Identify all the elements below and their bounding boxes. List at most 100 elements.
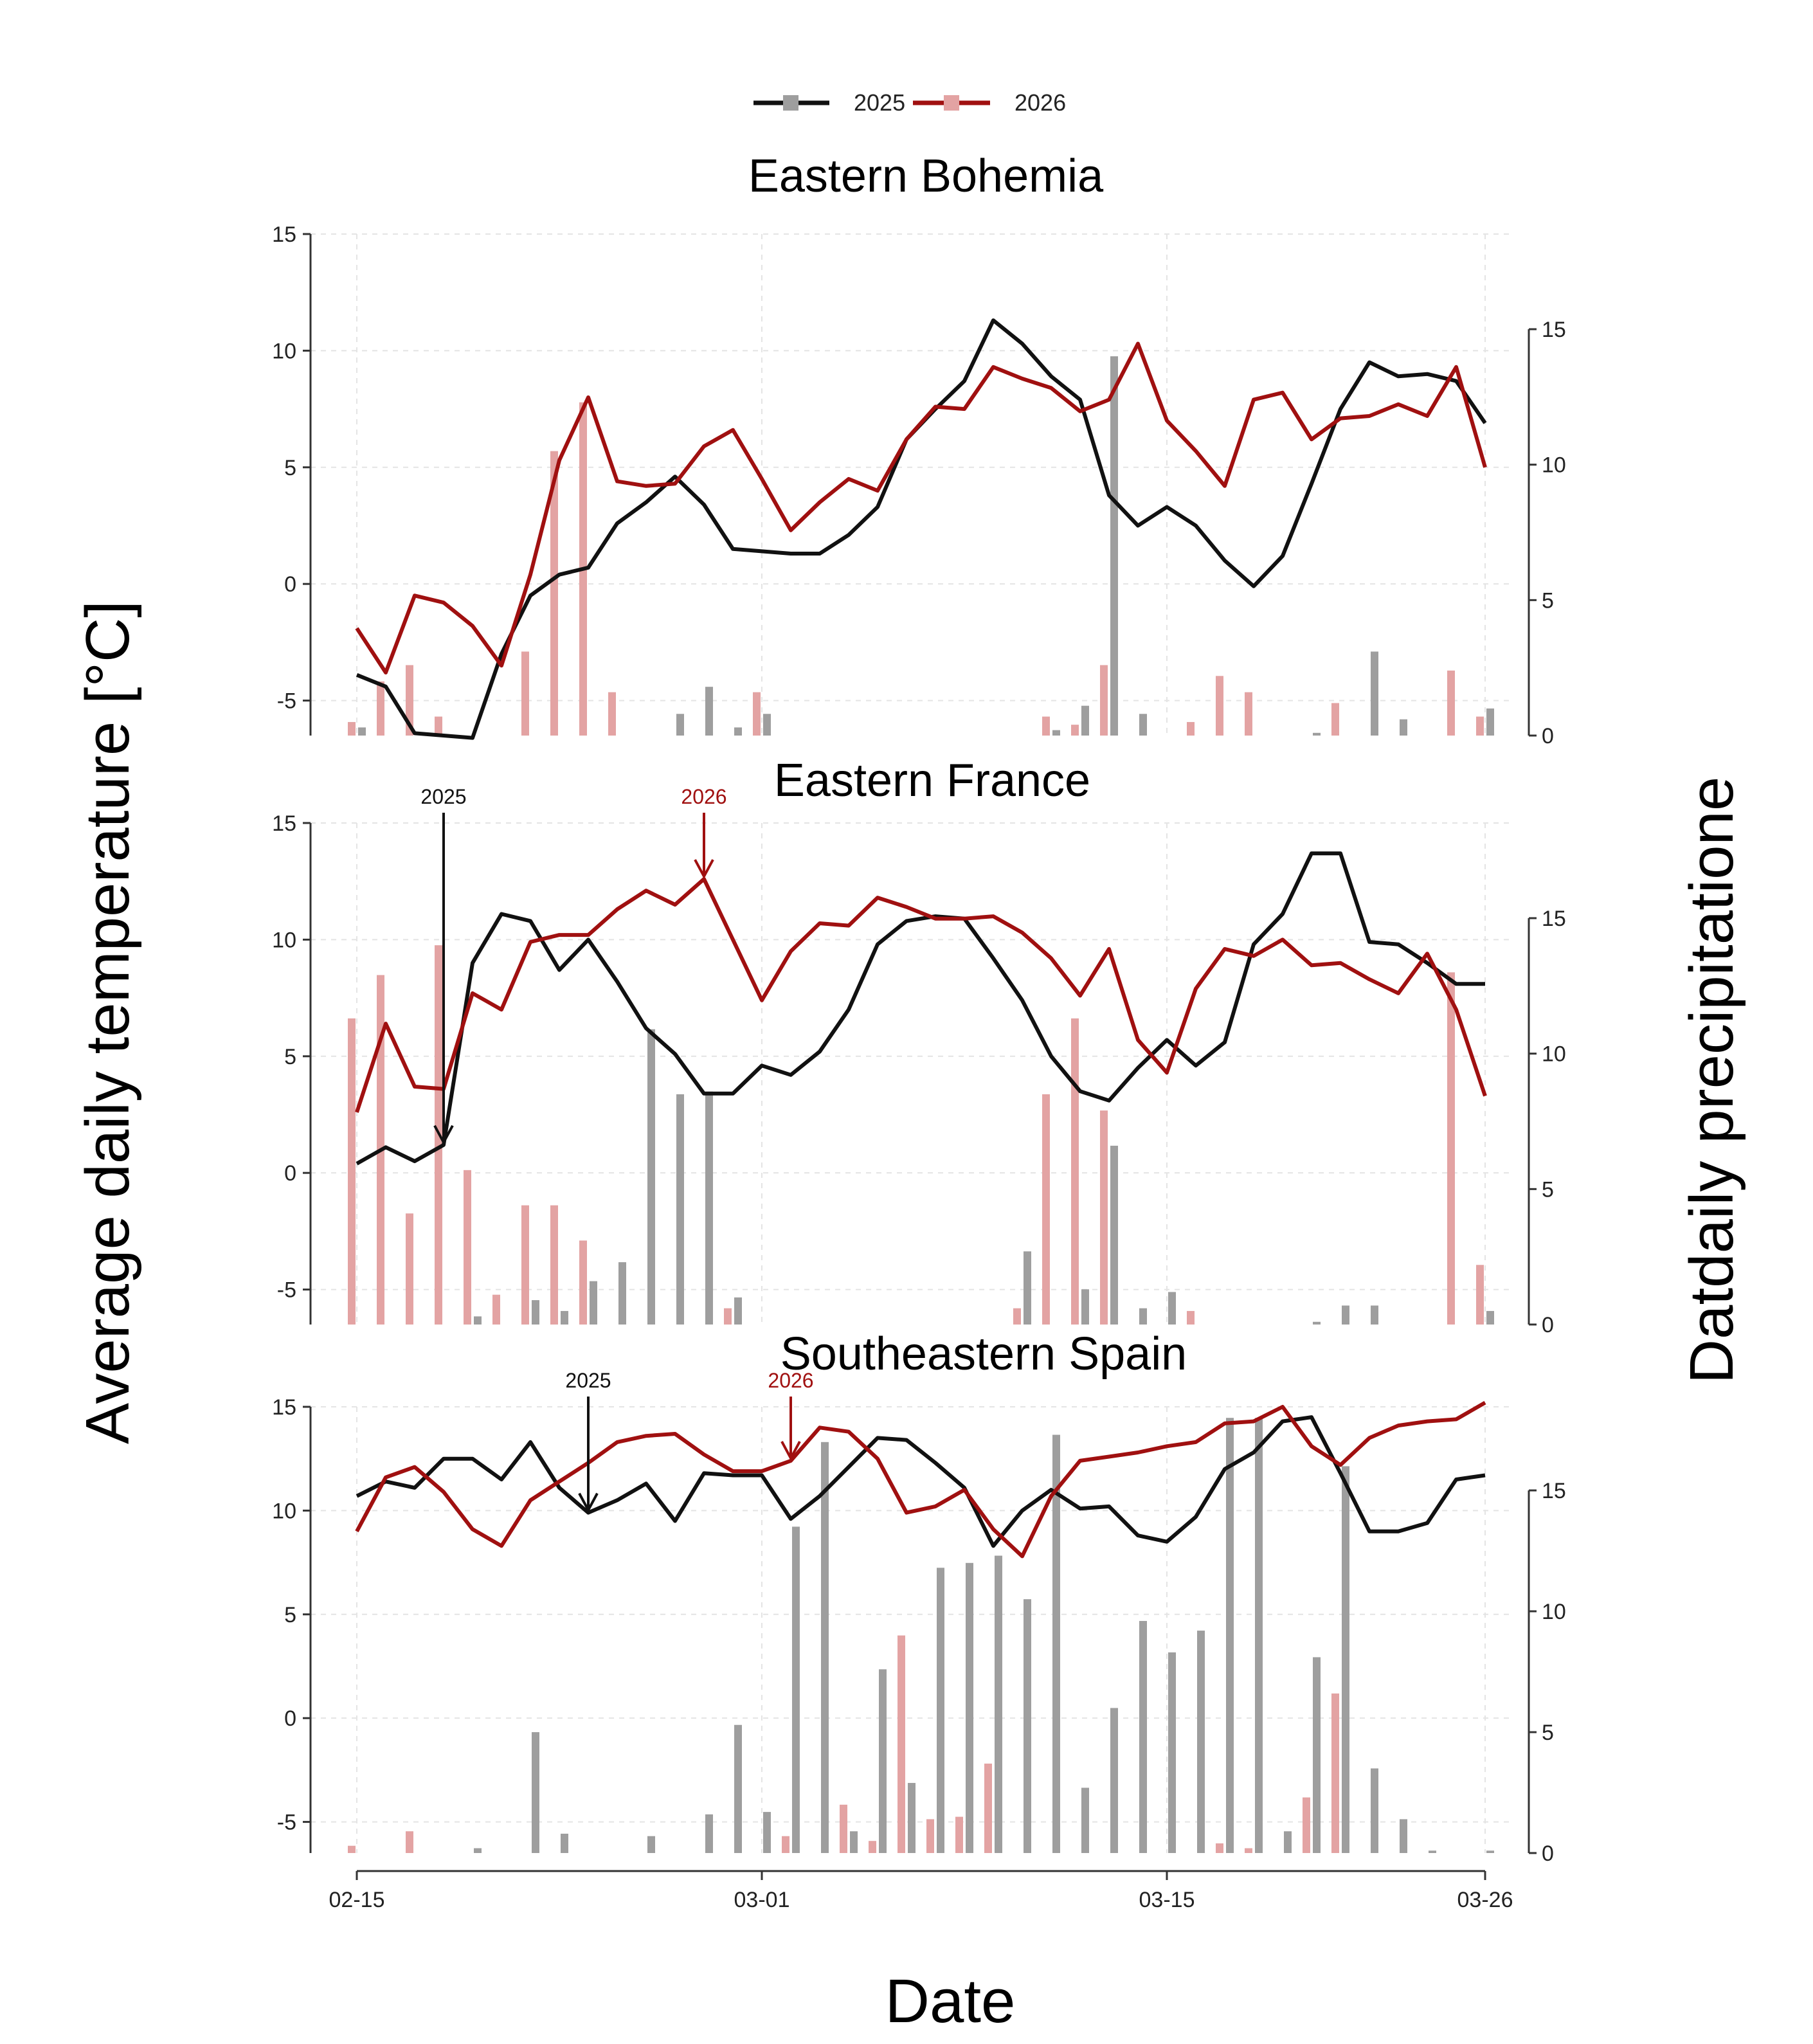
precip-bar-2025 (1371, 651, 1378, 736)
precip-bar-2026 (521, 1205, 529, 1325)
right-tick-label: 15 (1542, 1479, 1566, 1503)
left-tick-label: 0 (284, 572, 296, 597)
right-tick-label: 15 (1542, 318, 1566, 342)
precip-bar-2026 (406, 665, 413, 736)
precip-bar-2026 (1331, 703, 1339, 736)
right-tick-label: 0 (1542, 1841, 1554, 1866)
precip-bar-2025 (1168, 1292, 1176, 1325)
precip-bar-2025 (1139, 1308, 1147, 1325)
precip-bar-2025 (1110, 1708, 1118, 1853)
annotation-2025: 2025 (565, 1369, 611, 1513)
annotation-label: 2026 (768, 1369, 813, 1392)
x-axis-title: Date (885, 1967, 1016, 2036)
panel-0: -5 0 5 10 15 0 5 10 15 (272, 222, 1566, 748)
precip-bar-2026 (1476, 716, 1484, 736)
temp-line-2026 (355, 877, 1487, 1113)
precip-bar-2025 (1486, 1850, 1494, 1853)
precip-bar-2025 (1110, 356, 1118, 736)
precip-bar-2025 (995, 1555, 1002, 1853)
precip-bar-2025 (734, 727, 742, 736)
precip-bar-2026 (1476, 1265, 1484, 1325)
right-tick-label: 5 (1542, 1177, 1554, 1202)
precip-bar-2025 (647, 1836, 655, 1853)
annotation-2026: 2026 (768, 1369, 814, 1461)
precip-bar-2026 (840, 1804, 847, 1853)
precip-bar-2026 (1071, 1018, 1079, 1325)
annotation-arrow-head (780, 1440, 801, 1461)
precip-bar-2026 (1042, 716, 1050, 736)
precip-bar-2026 (608, 692, 616, 736)
precip-bar-2025 (1486, 708, 1494, 736)
precip-bar-2025 (734, 1724, 742, 1853)
precip-bar-2025 (590, 1281, 597, 1325)
panel-title-bohemia: Eastern Bohemia (748, 150, 1104, 202)
panel-2: -5 0 5 10 15 0 5 10 15 2025 2026 02-15 03-01 03-15 03-… (272, 1369, 1566, 1912)
precip-bar-2026 (1100, 665, 1108, 736)
precip-bar-2025 (792, 1526, 800, 1853)
precip-bar-2025 (1081, 705, 1089, 736)
precip-bar-2026 (926, 1819, 934, 1853)
precip-bar-2026 (984, 1763, 992, 1853)
left-tick-label: 0 (284, 1161, 296, 1186)
right-tick-label: 15 (1542, 907, 1566, 931)
annotation-2025: 2025 (420, 785, 467, 1145)
precip-bar-2026 (1187, 1310, 1195, 1325)
precip-bar-2025 (1313, 1657, 1321, 1853)
precip-bar-2026 (579, 1240, 587, 1325)
precip-bar-2025 (561, 1310, 568, 1325)
temp-line-2025 (356, 1415, 1486, 1548)
precip-bar-2025 (1024, 1251, 1031, 1325)
precip-bar-2025 (966, 1562, 973, 1853)
temp-line-2026 (355, 1400, 1486, 1559)
left-tick-label: -5 (277, 1811, 296, 1835)
left-tick-label: -5 (277, 689, 296, 714)
precip-bar-2025 (647, 1029, 655, 1325)
precip-bar-2025 (1052, 1434, 1060, 1853)
precip-bar-2026 (1245, 692, 1252, 736)
precip-bar-2025 (763, 714, 771, 736)
precip-bar-2026 (435, 716, 442, 736)
left-tick-label: 5 (284, 456, 296, 480)
precip-bar-2026 (1100, 1110, 1108, 1325)
precip-bar-2026 (869, 1841, 876, 1853)
precip-bar-2025 (618, 1262, 626, 1325)
precip-bar-2026 (955, 1816, 963, 1853)
x-tick-label: 02-15 (329, 1888, 385, 1912)
right-tick-label: 10 (1542, 1600, 1566, 1624)
precip-bar-2025 (676, 714, 684, 736)
precip-bar-2025 (763, 1812, 771, 1853)
precip-bar-2026 (492, 1294, 500, 1325)
panel-title-france: Eastern France (774, 755, 1090, 806)
precip-bar-2025 (1400, 1819, 1407, 1853)
precip-bar-2025 (705, 687, 713, 736)
precip-bar-2025 (908, 1782, 916, 1853)
legend: 2025 2026 (753, 89, 1066, 116)
precip-bar-2026 (753, 692, 761, 736)
left-tick-label: 10 (272, 928, 296, 952)
precip-bar-2025 (1486, 1310, 1494, 1325)
precip-bar-2026 (782, 1836, 789, 1853)
precip-bar-2026 (1216, 676, 1223, 736)
right-tick-label: 10 (1542, 453, 1566, 478)
precip-bar-2026 (406, 1213, 413, 1325)
y-axis-right-title: Datdaily precipitatione (1677, 777, 1746, 1384)
x-tick-label: 03-26 (1457, 1888, 1513, 1912)
legend-label-2025: 2025 (854, 89, 905, 116)
precip-bar-2025 (532, 1732, 539, 1853)
precip-bar-2025 (1313, 732, 1321, 736)
y-axis-left-title: Average daily temperature [°C] (73, 601, 142, 1444)
precip-bar-2026 (406, 1831, 413, 1853)
precip-bar-2025 (1342, 1466, 1349, 1853)
panel-title-spain: Southeastern Spain (780, 1328, 1187, 1380)
left-tick-label: 15 (272, 1395, 296, 1420)
precip-bar-2025 (1197, 1631, 1205, 1853)
left-tick-label: 5 (284, 1045, 296, 1069)
left-tick-label: 0 (284, 1706, 296, 1731)
annotation-2026: 2026 (681, 785, 727, 880)
precip-bar-2025 (1226, 1418, 1234, 1853)
precip-bar-2026 (1187, 721, 1195, 736)
precip-bar-2026 (550, 1205, 558, 1325)
left-tick-label: 10 (272, 1499, 296, 1523)
precip-bar-2026 (1216, 1843, 1223, 1853)
